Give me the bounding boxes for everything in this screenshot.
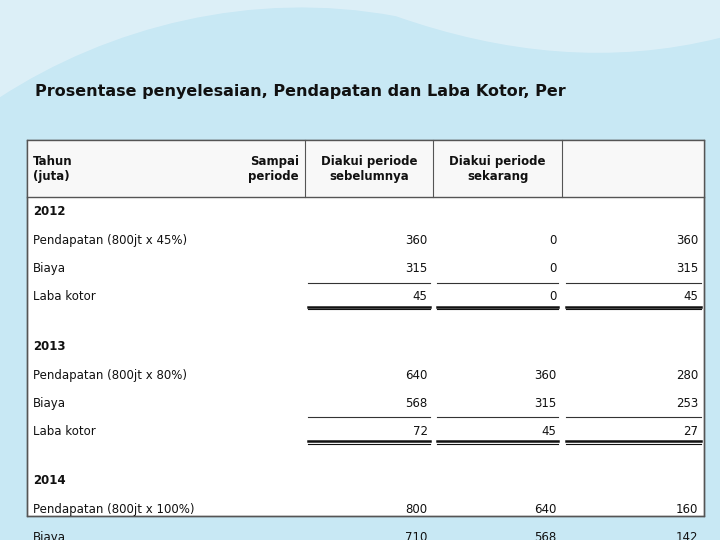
Text: 640: 640 xyxy=(534,503,557,516)
Text: Biaya: Biaya xyxy=(33,531,66,540)
Text: 360: 360 xyxy=(676,234,698,247)
PathPatch shape xyxy=(0,0,720,97)
Text: 640: 640 xyxy=(405,369,428,382)
Text: 45: 45 xyxy=(541,425,557,438)
Text: 568: 568 xyxy=(534,531,557,540)
Text: Biaya: Biaya xyxy=(33,262,66,275)
Text: 27: 27 xyxy=(683,425,698,438)
Text: Diakui periode
sebelumnya: Diakui periode sebelumnya xyxy=(321,155,418,183)
Text: Pendapatan (800jt x 45%): Pendapatan (800jt x 45%) xyxy=(33,234,187,247)
Text: 2014: 2014 xyxy=(33,474,66,488)
Text: Pendapatan (800jt x 100%): Pendapatan (800jt x 100%) xyxy=(33,503,194,516)
Text: Biaya: Biaya xyxy=(33,397,66,410)
FancyBboxPatch shape xyxy=(27,140,704,516)
Text: 0: 0 xyxy=(549,291,557,303)
Text: 253: 253 xyxy=(676,397,698,410)
Text: 315: 315 xyxy=(676,262,698,275)
Text: 360: 360 xyxy=(534,369,557,382)
Text: 142: 142 xyxy=(676,531,698,540)
Text: 160: 160 xyxy=(676,503,698,516)
Text: 0: 0 xyxy=(549,234,557,247)
Text: Pendapatan (800jt x 80%): Pendapatan (800jt x 80%) xyxy=(33,369,187,382)
Text: 568: 568 xyxy=(405,397,428,410)
Text: 45: 45 xyxy=(413,291,428,303)
Text: Laba kotor: Laba kotor xyxy=(33,425,96,438)
Text: 0: 0 xyxy=(549,262,557,275)
Text: Diakui periode
sekarang: Diakui periode sekarang xyxy=(449,155,546,183)
Text: 45: 45 xyxy=(683,291,698,303)
Text: 800: 800 xyxy=(405,503,428,516)
Text: 2013: 2013 xyxy=(33,340,66,353)
Text: Tahun
(juta): Tahun (juta) xyxy=(33,155,73,183)
Text: 72: 72 xyxy=(413,425,428,438)
Text: 315: 315 xyxy=(534,397,557,410)
Text: 2012: 2012 xyxy=(33,205,66,219)
Text: Sampai
periode: Sampai periode xyxy=(248,155,299,183)
Text: Prosentase penyelesaian, Pendapatan dan Laba Kotor, Per: Prosentase penyelesaian, Pendapatan dan … xyxy=(35,84,565,99)
FancyBboxPatch shape xyxy=(27,140,704,197)
Text: 710: 710 xyxy=(405,531,428,540)
Text: 315: 315 xyxy=(405,262,428,275)
Text: 280: 280 xyxy=(676,369,698,382)
Text: 360: 360 xyxy=(405,234,428,247)
Text: Laba kotor: Laba kotor xyxy=(33,291,96,303)
